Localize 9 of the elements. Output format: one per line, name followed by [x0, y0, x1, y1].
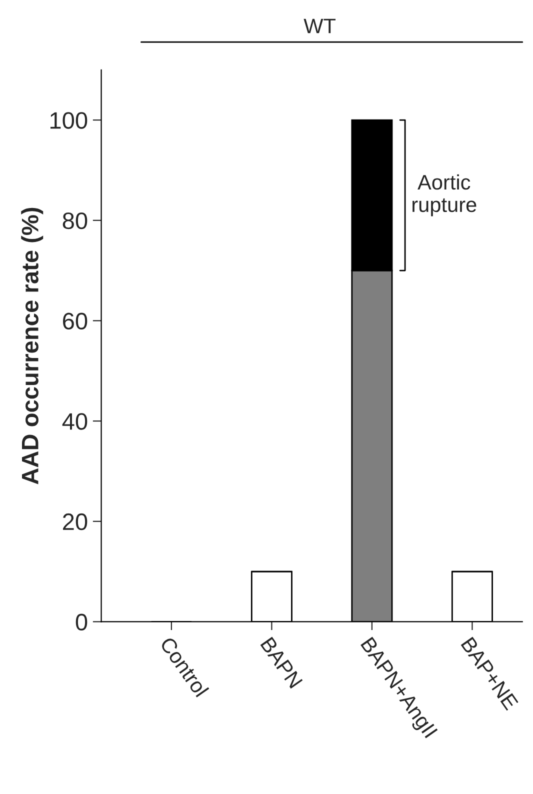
y-tick-label: 100 [50, 112, 88, 129]
y-tick-label: 0 [76, 614, 88, 630]
annotation: Aortic rupture [412, 174, 476, 216]
y-tick-label: 40 [62, 413, 88, 430]
text: WT [304, 18, 336, 34]
y-tick-label: 60 [63, 312, 88, 330]
y-axis-title: AAD occurrence rate (%) [21, 208, 44, 484]
y-tick-label: 20 [63, 513, 88, 530]
y-tick-label: 80 [62, 212, 88, 230]
